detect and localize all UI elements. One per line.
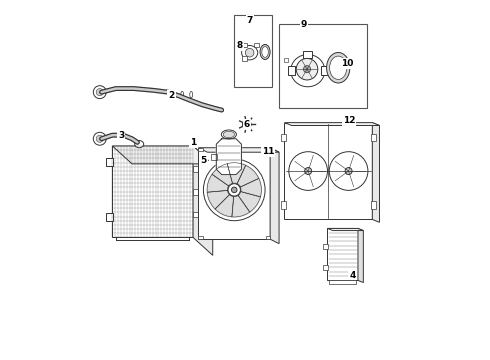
Polygon shape — [327, 228, 358, 280]
Text: 12: 12 — [343, 116, 355, 125]
Circle shape — [231, 187, 237, 193]
Ellipse shape — [135, 140, 144, 148]
Ellipse shape — [223, 131, 235, 138]
Text: 5: 5 — [200, 156, 207, 165]
Ellipse shape — [291, 54, 325, 87]
Ellipse shape — [326, 53, 350, 83]
Bar — [243, 43, 247, 47]
Polygon shape — [238, 192, 261, 212]
Polygon shape — [241, 179, 261, 197]
Bar — [281, 134, 286, 141]
Bar — [285, 58, 288, 62]
Ellipse shape — [330, 56, 347, 80]
Polygon shape — [215, 195, 234, 217]
Text: 9: 9 — [301, 19, 307, 28]
Bar — [370, 201, 376, 208]
Bar — [211, 154, 218, 159]
Text: 11: 11 — [262, 147, 274, 156]
Ellipse shape — [262, 46, 269, 57]
Bar — [198, 148, 203, 151]
Bar — [266, 235, 270, 239]
Circle shape — [96, 135, 103, 142]
Bar — [323, 265, 328, 270]
Bar — [198, 235, 203, 239]
Text: 4: 4 — [349, 270, 356, 279]
Polygon shape — [198, 148, 279, 152]
Polygon shape — [358, 228, 364, 283]
Circle shape — [203, 159, 265, 221]
Polygon shape — [216, 139, 242, 175]
Ellipse shape — [242, 45, 258, 60]
Polygon shape — [232, 195, 250, 217]
Polygon shape — [285, 123, 379, 126]
Bar — [193, 189, 198, 194]
Polygon shape — [207, 190, 229, 209]
Circle shape — [243, 120, 251, 129]
Text: 1: 1 — [190, 138, 196, 147]
Circle shape — [96, 89, 103, 96]
Bar — [234, 15, 272, 87]
Text: 8: 8 — [237, 41, 243, 50]
Bar — [288, 66, 295, 75]
Polygon shape — [198, 148, 270, 239]
Polygon shape — [112, 146, 213, 164]
Bar — [254, 43, 259, 47]
Ellipse shape — [260, 44, 270, 59]
Bar — [320, 66, 328, 75]
Text: 3: 3 — [118, 131, 124, 140]
Bar — [106, 158, 113, 166]
Polygon shape — [193, 146, 213, 255]
Bar — [193, 212, 198, 217]
Text: 10: 10 — [341, 59, 353, 68]
Text: 6: 6 — [244, 120, 250, 129]
Circle shape — [228, 184, 241, 196]
Polygon shape — [327, 228, 364, 230]
Text: 7: 7 — [247, 16, 253, 25]
Polygon shape — [270, 148, 279, 244]
Bar — [303, 51, 312, 58]
Circle shape — [305, 167, 312, 175]
Bar — [243, 56, 247, 60]
Bar — [106, 213, 113, 221]
Circle shape — [303, 66, 311, 73]
Bar — [323, 244, 328, 249]
Polygon shape — [112, 146, 193, 237]
Ellipse shape — [221, 130, 236, 139]
Bar — [370, 134, 376, 141]
Polygon shape — [212, 164, 232, 186]
Bar — [193, 166, 198, 172]
Polygon shape — [285, 123, 372, 220]
Circle shape — [345, 167, 352, 175]
Text: 2: 2 — [169, 91, 174, 100]
Circle shape — [93, 86, 106, 99]
Bar — [266, 148, 270, 151]
Polygon shape — [372, 123, 379, 222]
Polygon shape — [227, 163, 245, 184]
Bar — [329, 280, 356, 284]
Circle shape — [296, 58, 318, 80]
Polygon shape — [237, 165, 259, 187]
Bar — [281, 201, 286, 208]
Polygon shape — [207, 174, 229, 192]
Circle shape — [93, 132, 106, 145]
Bar — [279, 24, 367, 108]
Circle shape — [245, 48, 254, 57]
